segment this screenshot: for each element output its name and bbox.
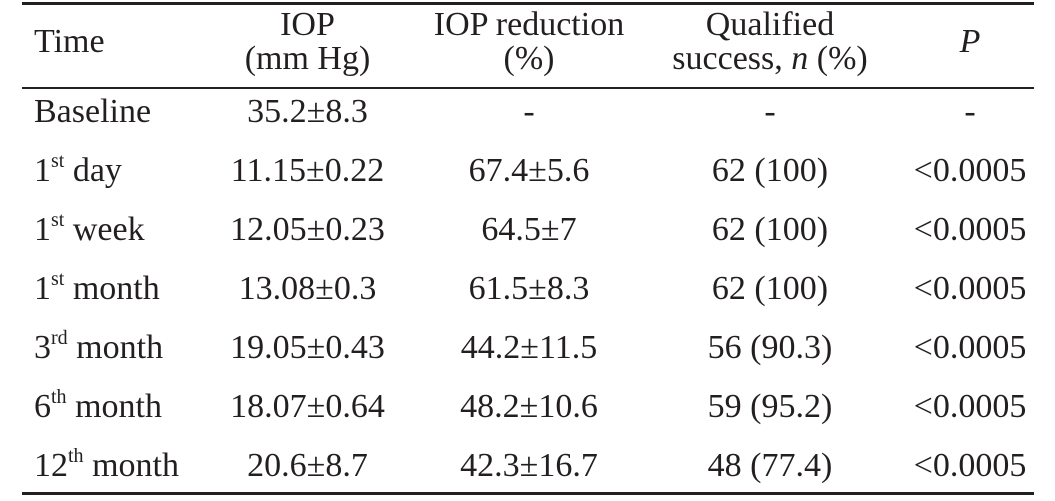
- row-iop: 19.05±0.43: [230, 329, 385, 366]
- row-iop: 11.15±0.22: [230, 152, 385, 189]
- header-success-line1: Qualified: [705, 6, 835, 43]
- row-time-number: 6: [34, 388, 51, 425]
- header-success-n: n: [791, 40, 809, 77]
- header-iop-line2: (mm Hg): [244, 40, 371, 77]
- table-top-rule: [22, 2, 1034, 5]
- row-time-ordinal: th: [51, 385, 67, 408]
- row-p-value: <0.0005: [913, 447, 1027, 484]
- row-qualified-success: -: [764, 93, 776, 130]
- row-time-ordinal: rd: [51, 326, 68, 349]
- header-reduction-line2: (%): [503, 40, 555, 77]
- row-iop-reduction: 42.3±16.7: [460, 447, 598, 484]
- header-p: P: [959, 23, 981, 60]
- row-p-value: <0.0005: [913, 270, 1027, 307]
- row-time: 3rd month: [34, 326, 164, 367]
- header-success-text-b: (%): [808, 40, 868, 77]
- row-iop-reduction: 44.2±11.5: [460, 329, 598, 366]
- row-time-number: 12: [34, 447, 68, 484]
- row-iop-reduction: 61.5±8.3: [468, 270, 590, 307]
- row-iop: 20.6±8.7: [247, 447, 368, 484]
- row-iop: 12.05±0.23: [230, 211, 385, 248]
- row-iop-reduction: 48.2±10.6: [460, 388, 598, 425]
- header-iop-line1: IOP: [280, 6, 335, 43]
- row-iop: 13.08±0.3: [238, 270, 377, 307]
- row-time-number: 1: [34, 270, 51, 307]
- row-iop-reduction: -: [523, 93, 535, 130]
- row-time-ordinal: th: [68, 444, 84, 467]
- row-iop-reduction: 64.5±7: [481, 211, 577, 248]
- row-iop: 18.07±0.64: [230, 388, 385, 425]
- row-time: 1st month: [34, 267, 160, 308]
- row-time-label: day: [64, 152, 122, 189]
- header-reduction-line1: IOP reduction: [433, 6, 625, 43]
- row-time-label: month: [83, 447, 179, 484]
- row-time: 6th month: [34, 385, 162, 426]
- row-qualified-success: 59 (95.2): [707, 388, 833, 425]
- row-p-value: <0.0005: [913, 152, 1027, 189]
- row-time-label: month: [64, 270, 160, 307]
- table-header-rule: [22, 87, 1034, 89]
- table-bottom-rule: [22, 492, 1034, 495]
- row-p-value: -: [964, 93, 976, 130]
- row-qualified-success: 48 (77.4): [707, 447, 833, 484]
- row-time-number: 1: [34, 211, 51, 248]
- row-p-value: <0.0005: [913, 211, 1027, 248]
- row-time-number: 3: [34, 329, 51, 366]
- row-iop-reduction: 67.4±5.6: [468, 152, 590, 189]
- row-time-number: 1: [34, 152, 51, 189]
- row-time-ordinal: st: [51, 149, 65, 172]
- row-p-value: <0.0005: [913, 329, 1027, 366]
- row-qualified-success: 62 (100): [711, 211, 829, 248]
- row-time: Baseline: [34, 93, 151, 131]
- row-time: 1st week: [34, 208, 145, 249]
- row-iop: 35.2±8.3: [247, 93, 368, 130]
- header-success-line2: success, n (%): [655, 42, 885, 76]
- row-qualified-success: 56 (90.3): [707, 329, 833, 366]
- row-p-value: <0.0005: [913, 388, 1027, 425]
- row-time: 1st day: [34, 149, 122, 190]
- row-time-ordinal: st: [51, 267, 65, 290]
- row-time-label: month: [66, 388, 162, 425]
- row-qualified-success: 62 (100): [711, 152, 829, 189]
- row-time-label: week: [64, 211, 145, 248]
- row-time-label: month: [67, 329, 164, 366]
- row-time-ordinal: st: [51, 208, 65, 231]
- header-success-text-a: success,: [672, 40, 792, 77]
- header-time: Time: [34, 23, 105, 60]
- row-time: 12th month: [34, 444, 179, 485]
- row-qualified-success: 62 (100): [711, 270, 829, 307]
- row-time-label: Baseline: [34, 93, 152, 130]
